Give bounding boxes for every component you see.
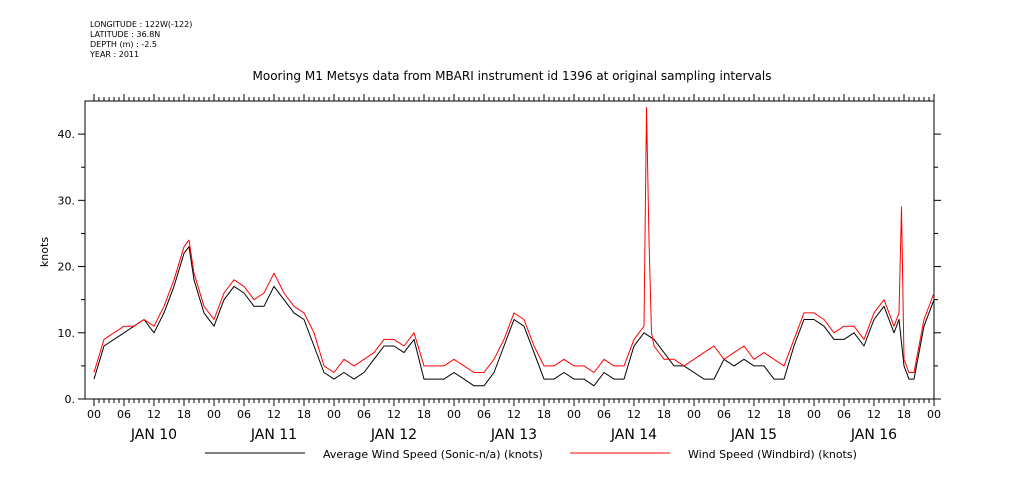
x-day-label: JAN 15 — [730, 427, 777, 443]
x-hour-label: 18 — [777, 408, 791, 421]
x-day-label: JAN 10 — [130, 427, 177, 443]
y-tick-label: 30. — [58, 194, 76, 207]
y-tick-label: 20. — [58, 261, 76, 274]
x-hour-label: 12 — [627, 408, 641, 421]
plot-frame — [84, 100, 935, 400]
y-tick-label: 40. — [58, 128, 76, 141]
y-tick-label: 0. — [65, 393, 76, 406]
y-axis-label: knots — [38, 237, 51, 267]
metadata-block: LONGITUDE : 122W(-122) LATITUDE : 36.8N … — [90, 20, 192, 60]
x-hour-label: 00 — [447, 408, 461, 421]
year-label: YEAR : 2011 — [90, 50, 140, 59]
x-day-label: JAN 14 — [610, 427, 657, 443]
x-hour-label: 12 — [747, 408, 761, 421]
x-hour-label: 06 — [837, 408, 851, 421]
x-axis-ticks: 00 06 12 18 00 06 12 18 00 06 12 18 00 06 12 18 00 06 12 18… — [87, 94, 941, 443]
x-hour-label: 00 — [687, 408, 701, 421]
x-day-label: JAN 12 — [370, 427, 417, 443]
x-hour-label: 18 — [417, 408, 431, 421]
chart-title: Mooring M1 Metsys data from MBARI instru… — [253, 69, 772, 83]
x-hour-label: 12 — [387, 408, 401, 421]
series-line-sonic — [93, 246, 935, 387]
x-hour-label: 12 — [147, 408, 161, 421]
x-hour-label: 06 — [357, 408, 371, 421]
x-hour-label: 18 — [177, 408, 191, 421]
series-layer — [93, 107, 935, 387]
x-hour-label: 12 — [267, 408, 281, 421]
legend: Average Wind Speed (Sonic-n/a) (knots) W… — [205, 448, 857, 461]
x-hour-label: 06 — [477, 408, 491, 421]
x-hour-label: 18 — [297, 408, 311, 421]
legend-label-sonic: Average Wind Speed (Sonic-n/a) (knots) — [323, 448, 543, 461]
x-hour-label: 00 — [927, 408, 941, 421]
x-hour-label: 06 — [117, 408, 131, 421]
x-hour-label: 12 — [867, 408, 881, 421]
x-hour-label: 00 — [87, 408, 101, 421]
x-hour-label: 00 — [327, 408, 341, 421]
x-hour-label: 06 — [597, 408, 611, 421]
longitude-label: LONGITUDE : 122W(-122) — [90, 20, 193, 29]
series-line-windbird — [93, 107, 935, 373]
x-hour-label: 12 — [507, 408, 521, 421]
x-hour-label: 18 — [897, 408, 911, 421]
x-day-label: JAN 16 — [850, 427, 897, 443]
x-day-label: JAN 11 — [250, 427, 297, 443]
y-axis-ticks: 0. 10. 20. 30. 40. — [58, 128, 941, 406]
x-hour-label: 00 — [567, 408, 581, 421]
x-hour-label: 18 — [537, 408, 551, 421]
y-tick-label: 10. — [58, 327, 76, 340]
latitude-label: LATITUDE : 36.8N — [90, 30, 161, 39]
depth-label: DEPTH (m) : -2.5 — [90, 40, 157, 49]
x-day-label: JAN 13 — [490, 427, 537, 443]
x-hour-label: 18 — [657, 408, 671, 421]
x-hour-label: 06 — [237, 408, 251, 421]
x-hour-label: 00 — [807, 408, 821, 421]
legend-label-windbird: Wind Speed (Windbird) (knots) — [688, 448, 857, 461]
x-hour-label: 06 — [717, 408, 731, 421]
x-hour-label: 00 — [207, 408, 221, 421]
